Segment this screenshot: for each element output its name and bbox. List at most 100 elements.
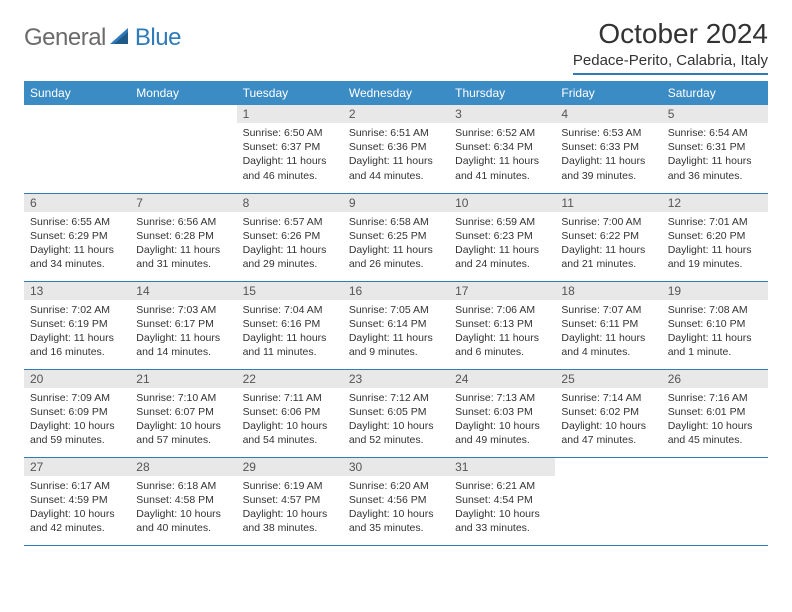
day-header: Sunday bbox=[24, 81, 130, 105]
day-header: Saturday bbox=[662, 81, 768, 105]
day-number: 20 bbox=[24, 370, 130, 388]
brand-logo: General Blue bbox=[24, 24, 181, 52]
day-details: Sunrise: 7:04 AMSunset: 6:16 PMDaylight:… bbox=[237, 300, 343, 362]
calendar-week-row: 6Sunrise: 6:55 AMSunset: 6:29 PMDaylight… bbox=[24, 193, 768, 281]
brand-text-general: General bbox=[24, 24, 106, 52]
day-details: Sunrise: 7:08 AMSunset: 6:10 PMDaylight:… bbox=[662, 300, 768, 362]
calendar-day-cell: 5Sunrise: 6:54 AMSunset: 6:31 PMDaylight… bbox=[662, 105, 768, 193]
calendar-page: General Blue October 2024 Pedace-Perito,… bbox=[0, 0, 792, 546]
day-header: Tuesday bbox=[237, 81, 343, 105]
day-details: Sunrise: 6:51 AMSunset: 6:36 PMDaylight:… bbox=[343, 123, 449, 185]
day-number: 9 bbox=[343, 194, 449, 212]
calendar-day-cell: 2Sunrise: 6:51 AMSunset: 6:36 PMDaylight… bbox=[343, 105, 449, 193]
calendar-day-cell: 27Sunrise: 6:17 AMSunset: 4:59 PMDayligh… bbox=[24, 457, 130, 545]
calendar-day-cell: 13Sunrise: 7:02 AMSunset: 6:19 PMDayligh… bbox=[24, 281, 130, 369]
calendar-week-row: 13Sunrise: 7:02 AMSunset: 6:19 PMDayligh… bbox=[24, 281, 768, 369]
day-header: Wednesday bbox=[343, 81, 449, 105]
day-number: 29 bbox=[237, 458, 343, 476]
calendar-empty-cell bbox=[130, 105, 236, 193]
calendar-day-cell: 26Sunrise: 7:16 AMSunset: 6:01 PMDayligh… bbox=[662, 369, 768, 457]
day-number: 11 bbox=[555, 194, 661, 212]
calendar-week-row: 27Sunrise: 6:17 AMSunset: 4:59 PMDayligh… bbox=[24, 457, 768, 545]
day-number: 18 bbox=[555, 282, 661, 300]
day-details: Sunrise: 7:14 AMSunset: 6:02 PMDaylight:… bbox=[555, 388, 661, 450]
day-details: Sunrise: 7:09 AMSunset: 6:09 PMDaylight:… bbox=[24, 388, 130, 450]
calendar-table: SundayMondayTuesdayWednesdayThursdayFrid… bbox=[24, 81, 768, 546]
calendar-day-cell: 19Sunrise: 7:08 AMSunset: 6:10 PMDayligh… bbox=[662, 281, 768, 369]
calendar-body: 1Sunrise: 6:50 AMSunset: 6:37 PMDaylight… bbox=[24, 105, 768, 545]
day-details: Sunrise: 6:19 AMSunset: 4:57 PMDaylight:… bbox=[237, 476, 343, 538]
day-number: 23 bbox=[343, 370, 449, 388]
day-details: Sunrise: 6:58 AMSunset: 6:25 PMDaylight:… bbox=[343, 212, 449, 274]
day-details: Sunrise: 7:03 AMSunset: 6:17 PMDaylight:… bbox=[130, 300, 236, 362]
brand-triangle-icon bbox=[110, 26, 132, 51]
calendar-day-cell: 30Sunrise: 6:20 AMSunset: 4:56 PMDayligh… bbox=[343, 457, 449, 545]
day-number: 31 bbox=[449, 458, 555, 476]
day-details: Sunrise: 6:54 AMSunset: 6:31 PMDaylight:… bbox=[662, 123, 768, 185]
month-title: October 2024 bbox=[573, 18, 768, 50]
day-header: Friday bbox=[555, 81, 661, 105]
day-number: 17 bbox=[449, 282, 555, 300]
calendar-day-cell: 14Sunrise: 7:03 AMSunset: 6:17 PMDayligh… bbox=[130, 281, 236, 369]
day-number: 8 bbox=[237, 194, 343, 212]
calendar-day-cell: 20Sunrise: 7:09 AMSunset: 6:09 PMDayligh… bbox=[24, 369, 130, 457]
day-details: Sunrise: 7:05 AMSunset: 6:14 PMDaylight:… bbox=[343, 300, 449, 362]
calendar-day-cell: 31Sunrise: 6:21 AMSunset: 4:54 PMDayligh… bbox=[449, 457, 555, 545]
day-number: 7 bbox=[130, 194, 236, 212]
day-header: Thursday bbox=[449, 81, 555, 105]
day-number: 26 bbox=[662, 370, 768, 388]
title-block: October 2024 Pedace-Perito, Calabria, It… bbox=[573, 18, 768, 75]
day-details: Sunrise: 6:55 AMSunset: 6:29 PMDaylight:… bbox=[24, 212, 130, 274]
calendar-day-cell: 4Sunrise: 6:53 AMSunset: 6:33 PMDaylight… bbox=[555, 105, 661, 193]
day-details: Sunrise: 6:17 AMSunset: 4:59 PMDaylight:… bbox=[24, 476, 130, 538]
calendar-day-cell: 12Sunrise: 7:01 AMSunset: 6:20 PMDayligh… bbox=[662, 193, 768, 281]
day-details: Sunrise: 7:01 AMSunset: 6:20 PMDaylight:… bbox=[662, 212, 768, 274]
day-details: Sunrise: 7:10 AMSunset: 6:07 PMDaylight:… bbox=[130, 388, 236, 450]
calendar-day-cell: 15Sunrise: 7:04 AMSunset: 6:16 PMDayligh… bbox=[237, 281, 343, 369]
day-details: Sunrise: 6:57 AMSunset: 6:26 PMDaylight:… bbox=[237, 212, 343, 274]
calendar-day-cell: 28Sunrise: 6:18 AMSunset: 4:58 PMDayligh… bbox=[130, 457, 236, 545]
day-details: Sunrise: 7:11 AMSunset: 6:06 PMDaylight:… bbox=[237, 388, 343, 450]
day-details: Sunrise: 6:21 AMSunset: 4:54 PMDaylight:… bbox=[449, 476, 555, 538]
calendar-day-cell: 24Sunrise: 7:13 AMSunset: 6:03 PMDayligh… bbox=[449, 369, 555, 457]
day-number: 30 bbox=[343, 458, 449, 476]
day-details: Sunrise: 6:20 AMSunset: 4:56 PMDaylight:… bbox=[343, 476, 449, 538]
day-number: 4 bbox=[555, 105, 661, 123]
day-header-row: SundayMondayTuesdayWednesdayThursdayFrid… bbox=[24, 81, 768, 105]
calendar-day-cell: 16Sunrise: 7:05 AMSunset: 6:14 PMDayligh… bbox=[343, 281, 449, 369]
day-details: Sunrise: 6:56 AMSunset: 6:28 PMDaylight:… bbox=[130, 212, 236, 274]
calendar-day-cell: 18Sunrise: 7:07 AMSunset: 6:11 PMDayligh… bbox=[555, 281, 661, 369]
day-number: 6 bbox=[24, 194, 130, 212]
day-details: Sunrise: 7:12 AMSunset: 6:05 PMDaylight:… bbox=[343, 388, 449, 450]
day-number: 2 bbox=[343, 105, 449, 123]
calendar-day-cell: 25Sunrise: 7:14 AMSunset: 6:02 PMDayligh… bbox=[555, 369, 661, 457]
day-number: 15 bbox=[237, 282, 343, 300]
day-details: Sunrise: 6:50 AMSunset: 6:37 PMDaylight:… bbox=[237, 123, 343, 185]
location-text: Pedace-Perito, Calabria, Italy bbox=[573, 52, 768, 75]
calendar-empty-cell bbox=[662, 457, 768, 545]
day-details: Sunrise: 6:53 AMSunset: 6:33 PMDaylight:… bbox=[555, 123, 661, 185]
calendar-day-cell: 10Sunrise: 6:59 AMSunset: 6:23 PMDayligh… bbox=[449, 193, 555, 281]
day-header: Monday bbox=[130, 81, 236, 105]
calendar-empty-cell bbox=[24, 105, 130, 193]
calendar-week-row: 20Sunrise: 7:09 AMSunset: 6:09 PMDayligh… bbox=[24, 369, 768, 457]
calendar-day-cell: 17Sunrise: 7:06 AMSunset: 6:13 PMDayligh… bbox=[449, 281, 555, 369]
calendar-day-cell: 3Sunrise: 6:52 AMSunset: 6:34 PMDaylight… bbox=[449, 105, 555, 193]
day-number: 16 bbox=[343, 282, 449, 300]
day-number: 13 bbox=[24, 282, 130, 300]
day-number: 24 bbox=[449, 370, 555, 388]
day-number: 10 bbox=[449, 194, 555, 212]
day-number: 3 bbox=[449, 105, 555, 123]
calendar-empty-cell bbox=[555, 457, 661, 545]
day-number: 27 bbox=[24, 458, 130, 476]
day-number: 5 bbox=[662, 105, 768, 123]
calendar-week-row: 1Sunrise: 6:50 AMSunset: 6:37 PMDaylight… bbox=[24, 105, 768, 193]
calendar-day-cell: 7Sunrise: 6:56 AMSunset: 6:28 PMDaylight… bbox=[130, 193, 236, 281]
day-details: Sunrise: 7:02 AMSunset: 6:19 PMDaylight:… bbox=[24, 300, 130, 362]
calendar-day-cell: 23Sunrise: 7:12 AMSunset: 6:05 PMDayligh… bbox=[343, 369, 449, 457]
day-number: 28 bbox=[130, 458, 236, 476]
day-details: Sunrise: 7:16 AMSunset: 6:01 PMDaylight:… bbox=[662, 388, 768, 450]
header: General Blue October 2024 Pedace-Perito,… bbox=[24, 18, 768, 75]
day-number: 19 bbox=[662, 282, 768, 300]
brand-text-blue: Blue bbox=[135, 24, 181, 52]
